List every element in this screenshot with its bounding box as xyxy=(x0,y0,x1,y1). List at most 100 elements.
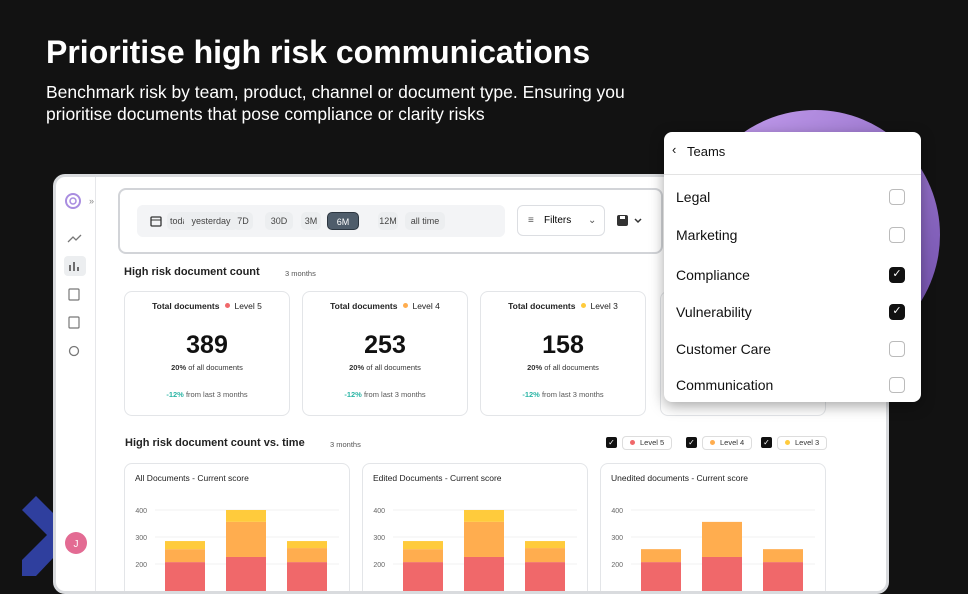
card-change: -12% from last 3 months xyxy=(303,390,467,399)
legend-checkbox[interactable]: ✓ xyxy=(686,437,697,448)
nav-icon[interactable] xyxy=(68,316,80,329)
save-button[interactable] xyxy=(616,214,646,228)
filters-button[interactable]: ≡ Filters ⌄ xyxy=(517,205,605,236)
team-option[interactable]: Compliance xyxy=(676,267,750,283)
range-button[interactable]: 6M xyxy=(327,212,359,230)
legend-item: Level 3 xyxy=(777,436,828,450)
range-button[interactable]: 12M xyxy=(378,212,398,230)
bar-segment xyxy=(525,548,565,563)
legend-checkbox[interactable]: ✓ xyxy=(761,437,772,448)
card-header: Total documents Level 5 xyxy=(125,301,289,311)
y-tick-label: 300 xyxy=(373,535,385,542)
team-option[interactable]: Communication xyxy=(676,377,774,393)
legend-label: Level 3 xyxy=(795,438,820,447)
bar-segment xyxy=(226,556,266,591)
bar-segment xyxy=(226,521,266,557)
share-text: of all documents xyxy=(366,363,421,372)
card-share: 20% of all documents xyxy=(303,363,467,372)
toolbar: today yesterday 7D 30D 3M 6M 12M all time ≡ Filt… xyxy=(118,188,663,254)
change-value: -12% xyxy=(166,390,184,399)
bar-segment xyxy=(763,562,803,591)
chart-card: Unedited documents - Current score 400 300… xyxy=(600,463,826,591)
sidebar-icons: » J xyxy=(64,193,94,554)
bar-segment xyxy=(525,541,565,549)
bar-chart: 400 300 200 xyxy=(135,508,339,591)
range-button[interactable]: 30D xyxy=(265,212,293,230)
bar-segment xyxy=(287,541,327,549)
range-selector: today yesterday 7D 30D 3M 6M 12M all time xyxy=(137,205,505,237)
chart-title: All Documents - Current score xyxy=(135,473,249,483)
avatar-initial: J xyxy=(74,539,79,550)
nav-icon[interactable] xyxy=(68,345,80,357)
team-checkbox[interactable] xyxy=(889,189,905,205)
section-period: 3 months xyxy=(330,440,361,449)
y-tick-label: 200 xyxy=(135,562,147,569)
team-option[interactable]: Customer Care xyxy=(676,341,771,357)
dropdown-title: Teams xyxy=(687,144,726,159)
svg-text:»: » xyxy=(89,196,94,206)
team-checkbox[interactable]: ✓ xyxy=(889,267,905,283)
subheadline: Benchmark risk by team, product, channel… xyxy=(46,82,625,124)
card-header: Total documents Level 3 xyxy=(481,301,645,311)
bar-segment xyxy=(702,556,742,591)
bar-segment xyxy=(763,549,803,563)
team-option[interactable]: Legal xyxy=(676,189,711,205)
nav-icon-active[interactable] xyxy=(64,256,86,276)
bar-segment xyxy=(226,510,266,522)
y-tick-label: 300 xyxy=(611,535,623,542)
bar-segment xyxy=(165,549,205,563)
summary-card: Total documents Level 4 253 20% of all docu… xyxy=(302,291,468,416)
bar-segment xyxy=(287,548,327,563)
range-button[interactable]: all time xyxy=(405,212,445,230)
team-checkbox[interactable] xyxy=(889,227,905,243)
summary-card: Total documents Level 3 158 20% of all docu… xyxy=(480,291,646,416)
bar-segment xyxy=(641,549,681,563)
dropdown-back[interactable]: ‹ xyxy=(672,142,677,157)
change-value: -12% xyxy=(344,390,362,399)
team-checkbox[interactable] xyxy=(889,341,905,357)
section-title: High risk document count xyxy=(124,266,260,278)
y-tick-label: 200 xyxy=(611,562,623,569)
range-button[interactable]: 3M xyxy=(301,212,321,230)
chart-card: All Documents - Current score 400 300 200 xyxy=(124,463,350,591)
legend-checkbox[interactable]: ✓ xyxy=(606,437,617,448)
bar-segment xyxy=(287,562,327,591)
page: {"header":{"title":"Prioritise high risk… xyxy=(22,34,940,594)
chart-card: Edited Documents - Current score 400 300 20… xyxy=(362,463,588,591)
change-value: -12% xyxy=(522,390,540,399)
avatar[interactable] xyxy=(65,532,87,554)
share-text: of all documents xyxy=(544,363,599,372)
team-option[interactable]: Vulnerability xyxy=(676,304,752,320)
y-tick-label: 400 xyxy=(373,508,385,515)
card-share: 20% of all documents xyxy=(125,363,289,372)
team-checkbox[interactable]: ✓ xyxy=(889,304,905,320)
y-tick-label: 200 xyxy=(373,562,385,569)
y-tick-label: 400 xyxy=(611,508,623,515)
bar-segment xyxy=(165,541,205,550)
calendar-icon[interactable] xyxy=(150,215,162,227)
change-text: from last 3 months xyxy=(185,390,248,399)
bar-chart: 400 300 200 xyxy=(611,508,815,591)
legend-dot xyxy=(630,440,635,445)
card-value: 158 xyxy=(542,331,584,359)
sidebar: » J xyxy=(56,177,96,591)
legend-label: Level 4 xyxy=(720,438,745,447)
level-dot xyxy=(403,303,409,308)
legend-item: Level 5 xyxy=(622,436,673,450)
bar-segment xyxy=(165,562,205,591)
legend-dot xyxy=(785,440,790,445)
chart-title: Unedited documents - Current score xyxy=(611,473,749,483)
nav-icon[interactable] xyxy=(67,234,82,243)
bar-segment xyxy=(525,562,565,591)
range-button[interactable]: 7D xyxy=(233,212,253,230)
range-button[interactable]: yesterday xyxy=(184,212,238,230)
card-level: Level 4 xyxy=(412,301,440,311)
card-level: Level 5 xyxy=(234,301,262,311)
team-option[interactable]: Marketing xyxy=(676,227,738,243)
team-checkbox[interactable] xyxy=(889,377,905,393)
nav-icon[interactable] xyxy=(68,288,80,301)
bar-segment xyxy=(403,549,443,563)
bar-chart: 400 300 200 xyxy=(373,508,577,591)
share-value: 20% xyxy=(171,363,187,372)
card-value: 389 xyxy=(186,331,228,359)
